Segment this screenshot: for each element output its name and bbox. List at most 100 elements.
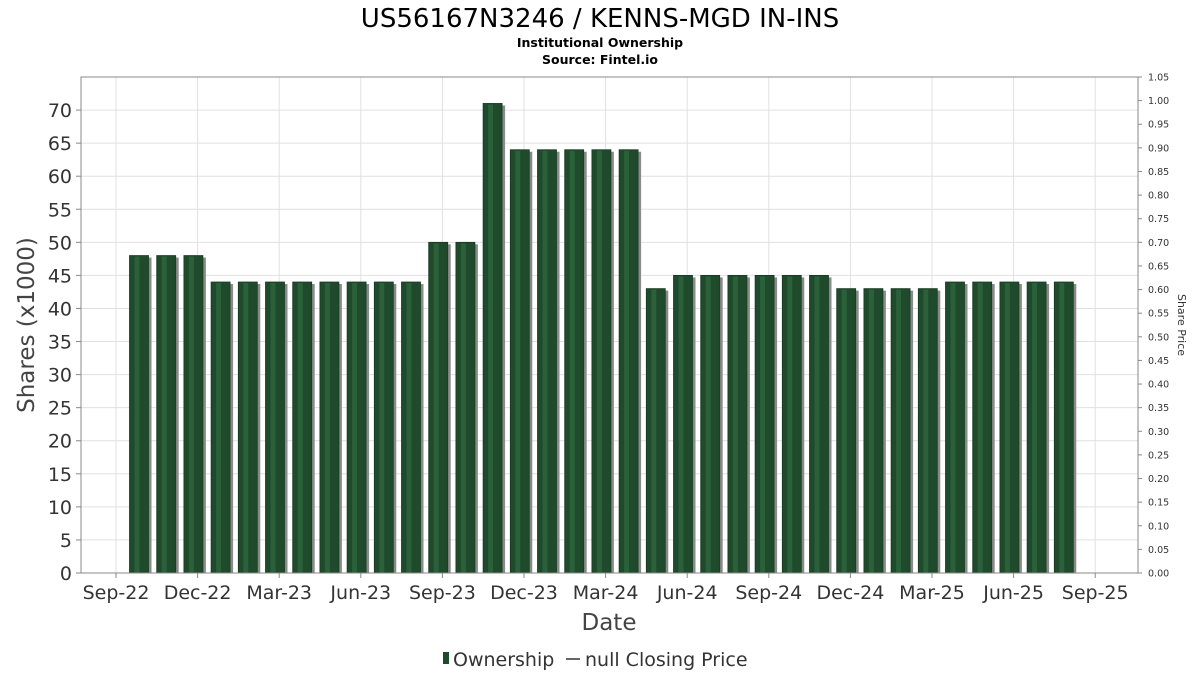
bar-highlight (379, 283, 385, 573)
y-tick-label: 70 (48, 100, 72, 122)
x-tick-label: Sep-24 (735, 582, 802, 604)
y-right-tick-label: 0.20 (1148, 474, 1169, 485)
y-axis-title: Shares (x1000) (14, 237, 40, 413)
chart-source: Source: Fintel.io (542, 52, 658, 67)
y-axis-left: 0 5 10 15 20 25 30 35 40 45 50 55 60 65 70 (48, 100, 81, 585)
y-tick-label: 45 (48, 265, 72, 287)
chart-title: US56167N3246 / KENNS-MGD IN-INS (361, 4, 839, 34)
bar-highlight (569, 150, 575, 573)
x-axis-title: Date (582, 610, 637, 636)
bar-highlight (950, 283, 956, 573)
y-right-tick-label: 0.35 (1148, 403, 1169, 414)
x-axis: Sep-22 Dec-22 Mar-23 Jun-23 Sep-23 Dec-23 Mar-… (83, 573, 1129, 604)
y-right-tick-label: 0.10 (1148, 521, 1169, 532)
y-right-tick-label: 1.00 (1148, 96, 1169, 107)
y-right-tick-label: 0.85 (1148, 167, 1169, 178)
y-tick-label: 50 (48, 232, 72, 254)
x-tick-label: Dec-24 (816, 582, 884, 604)
chart-subtitle: Institutional Ownership (517, 35, 683, 50)
x-tick-label: Sep-22 (83, 582, 150, 604)
bar-highlight (596, 150, 602, 573)
x-tick-label: Sep-23 (409, 582, 476, 604)
bar-highlight (188, 256, 194, 573)
x-tick-label: Jun-25 (982, 582, 1044, 604)
x-tick-label: Dec-22 (164, 582, 232, 604)
y-right-tick-label: 0.70 (1148, 238, 1169, 249)
bar-highlight (297, 283, 303, 573)
bar-highlight (406, 283, 412, 573)
y-right-tick-label: 0.40 (1148, 380, 1169, 391)
x-tick-label: Jun-24 (656, 582, 718, 604)
y-tick-label: 40 (48, 298, 72, 320)
plot-area (80, 76, 1139, 574)
x-tick-label: Jun-23 (329, 582, 391, 604)
bar-highlight (1032, 283, 1038, 573)
bar-highlight (433, 243, 439, 574)
y-right-tick-label: 0.75 (1148, 214, 1169, 225)
bar-highlight (243, 283, 249, 573)
y-right-tick-label: 0.55 (1148, 309, 1169, 320)
y-right-tick-label: 0.00 (1148, 569, 1169, 580)
bar-highlight (270, 283, 276, 573)
y-tick-label: 5 (60, 530, 72, 552)
bar-highlight (352, 283, 358, 573)
y-right-tick-label: 1.05 (1148, 73, 1169, 84)
bar-highlight (161, 256, 167, 573)
y-right-tick-label: 0.80 (1148, 191, 1169, 202)
bar-highlight (787, 276, 793, 573)
x-tick-label: Mar-25 (899, 582, 965, 604)
bar-highlight (841, 289, 847, 573)
bar-highlight (460, 243, 466, 574)
y-tick-label: 35 (48, 332, 72, 354)
legend-ownership-swatch (443, 652, 449, 664)
y-tick-label: 10 (48, 497, 72, 519)
bar-highlight (542, 150, 548, 573)
y-right-tick-label: 0.05 (1148, 545, 1169, 556)
bar-highlight (814, 276, 820, 573)
bar-highlight (651, 289, 657, 573)
y-right-tick-label: 0.45 (1148, 356, 1169, 367)
bar-highlight (896, 289, 902, 573)
y-right-tick-label: 0.90 (1148, 143, 1169, 154)
legend-price-label: null Closing Price (585, 649, 748, 671)
bar-highlight (624, 150, 630, 573)
y-tick-label: 60 (48, 166, 72, 188)
bar-highlight (324, 283, 330, 573)
y-axis-right: 0.00 0.05 0.10 0.15 0.20 0.25 0.30 0.35 0.40 0.45… (1138, 73, 1169, 580)
y-tick-label: 25 (48, 398, 72, 420)
y-axis-right-title: Share Price (1175, 294, 1188, 356)
bar-highlight (515, 150, 521, 573)
y-tick-label: 65 (48, 133, 72, 155)
bars (129, 103, 1077, 574)
legend: Ownership null Closing Price (443, 649, 748, 671)
bar-highlight (1004, 283, 1010, 573)
bar-highlight (732, 276, 738, 573)
y-right-tick-label: 0.25 (1148, 450, 1169, 461)
y-right-tick-label: 0.15 (1148, 498, 1169, 509)
y-right-tick-label: 0.50 (1148, 332, 1169, 343)
y-tick-label: 55 (48, 199, 72, 221)
bar-highlight (678, 276, 684, 573)
bar-highlight (216, 283, 222, 573)
bar-highlight (705, 276, 711, 573)
x-tick-label: Sep-25 (1062, 582, 1129, 604)
y-right-tick-label: 0.65 (1148, 261, 1169, 272)
legend-ownership-label: Ownership (453, 649, 554, 671)
x-tick-label: Mar-24 (573, 582, 639, 604)
y-right-tick-label: 0.30 (1148, 427, 1169, 438)
bar-highlight (488, 104, 494, 573)
y-right-tick-label: 0.95 (1148, 120, 1169, 131)
y-tick-label: 15 (48, 464, 72, 486)
x-tick-label: Mar-23 (246, 582, 312, 604)
bar-highlight (868, 289, 874, 573)
bar-highlight (923, 289, 929, 573)
y-tick-label: 20 (48, 431, 72, 453)
bar-highlight (760, 276, 766, 573)
y-tick-label: 0 (60, 563, 72, 585)
y-tick-label: 30 (48, 365, 72, 387)
y-right-tick-label: 0.60 (1148, 285, 1169, 296)
bar-highlight (1059, 283, 1065, 573)
x-tick-label: Dec-23 (490, 582, 558, 604)
bar-highlight (977, 283, 983, 573)
